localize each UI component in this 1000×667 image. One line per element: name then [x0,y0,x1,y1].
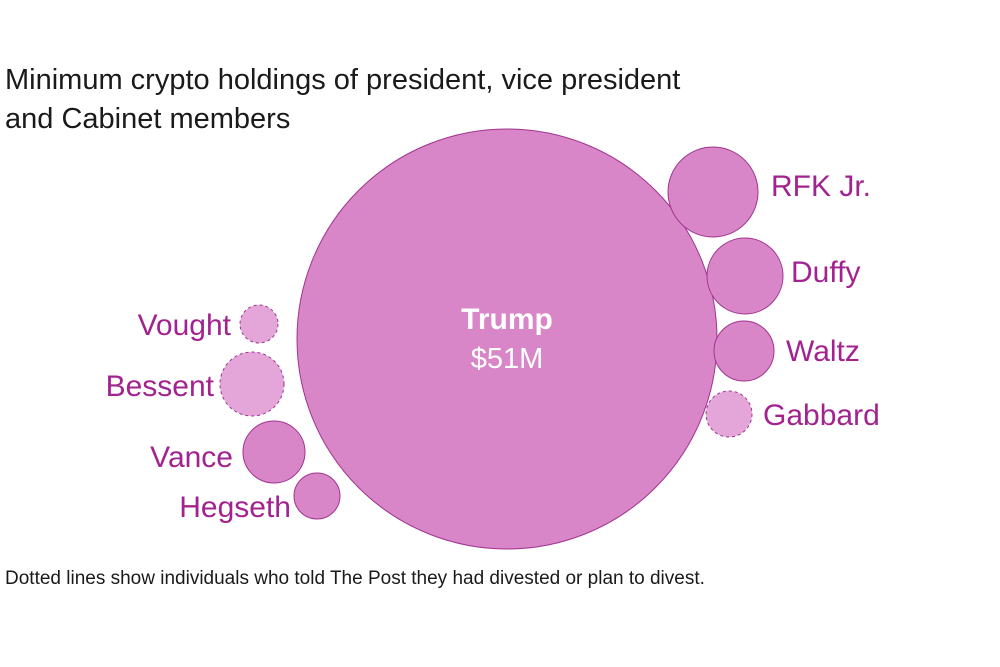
bubble-gabbard [705,390,753,438]
bubble-label-trump: Trump [461,303,553,336]
bubble-value-trump: $51M [471,343,544,375]
bubble-hegseth [293,472,341,520]
bubble-vance [242,420,306,484]
bubble-bessent [219,351,285,417]
bubble-label-waltz: Waltz [786,335,860,368]
bubble-label-vance: Vance [150,441,233,474]
bubble-label-gabbard: Gabbard [763,399,880,432]
bubble-trump [296,128,718,550]
chart-title-line-2: and Cabinet members [5,103,291,135]
bubble-vought [239,304,279,344]
chart-title-line-1: Minimum crypto holdings of president, vi… [5,64,681,96]
bubble-duffy [706,237,784,315]
bubble-waltz [713,320,775,382]
bubble-label-hegseth: Hegseth [179,491,291,524]
bubble-label-bessent: Bessent [106,370,215,403]
bubble-label-vought: Vought [138,309,232,342]
chart-footnote: Dotted lines show individuals who told T… [5,568,705,589]
bubble-label-duffy: Duffy [791,256,860,289]
bubble-rfk-jr [667,146,759,238]
bubble-label-rfk-jr: RFK Jr. [771,170,871,203]
